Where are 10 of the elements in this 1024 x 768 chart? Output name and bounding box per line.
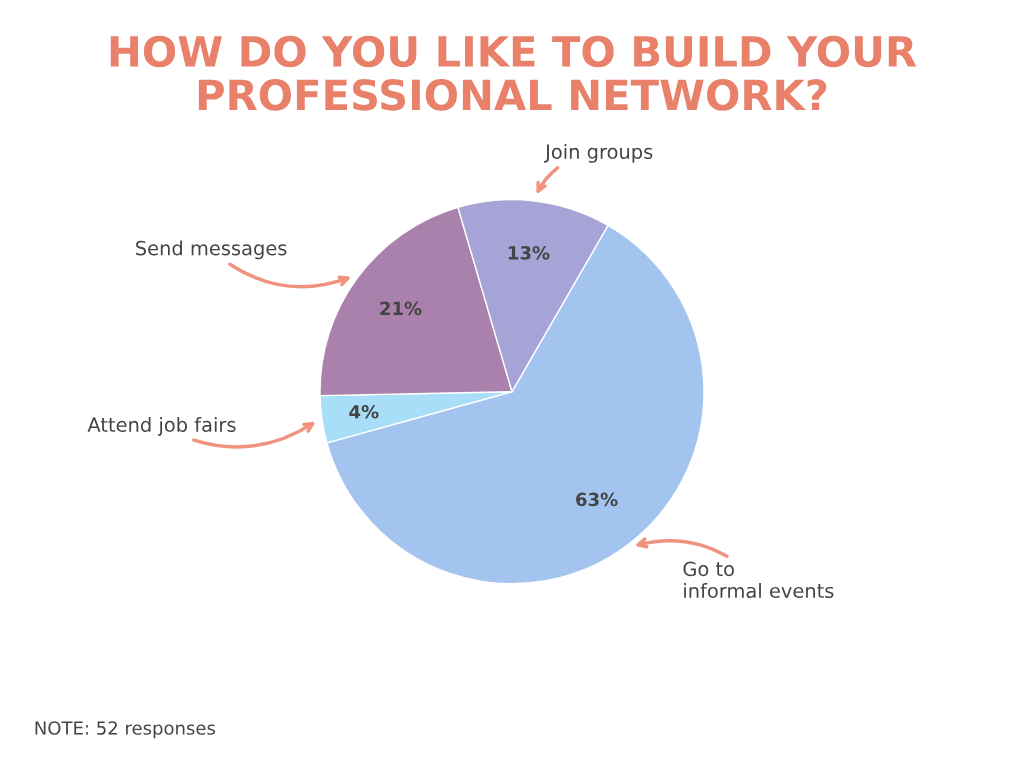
slice-label: Attend job fairs — [87, 416, 236, 436]
slice-label: Send messages — [136, 240, 287, 260]
slice-label: Join groups — [544, 143, 653, 163]
data-label: 21% — [380, 301, 422, 316]
data-label: 13% — [508, 246, 550, 260]
slice-label: Go to informal events — [683, 561, 834, 599]
data-label: 4% — [349, 404, 379, 419]
text: NOTE: 52 responses — [35, 721, 216, 739]
data-label: 63% — [576, 492, 618, 507]
chart-title: HOW DO YOU LIKE TO BUILD YOUR PROFESSIONAL NETWORK? — [110, 35, 917, 111]
